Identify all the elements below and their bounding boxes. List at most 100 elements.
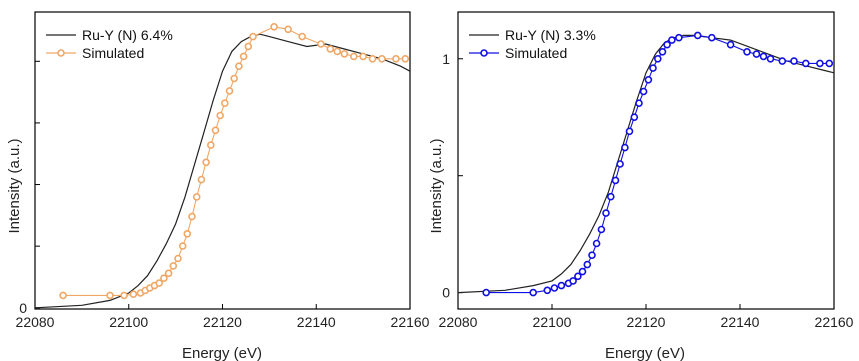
left-x-tick-label: 22080 <box>16 314 55 330</box>
right-data-point <box>759 52 768 61</box>
right-data-point <box>635 99 643 107</box>
right-data-point <box>653 54 662 63</box>
right-data-point <box>644 76 653 84</box>
right-x-tick-label: 22120 <box>627 314 666 330</box>
left-data-point <box>317 40 325 48</box>
right-data-point <box>766 54 775 63</box>
left-data-point <box>298 32 307 41</box>
left-data-point <box>174 254 182 263</box>
right-data-point <box>550 284 559 292</box>
right-legend-label-0: Ru-Y (N) 3.3% <box>505 27 596 43</box>
right-data-point <box>707 33 716 42</box>
left-data-point <box>378 54 386 63</box>
left-data-point <box>183 230 192 238</box>
left-data-point <box>155 279 163 287</box>
left-legend-marker-1 <box>57 49 65 57</box>
right-x-tick-label: 22100 <box>533 314 572 330</box>
right-data-point <box>611 176 620 185</box>
left-data-point <box>368 54 377 63</box>
left-x-tick-label: 22120 <box>203 314 242 330</box>
right-y-tick-label: 1 <box>442 51 450 67</box>
left-data-point <box>225 87 234 95</box>
right-data-point <box>675 33 683 42</box>
left-data-point <box>270 22 278 31</box>
left-data-point <box>120 291 128 300</box>
right-data-point <box>557 281 566 290</box>
left-data-point <box>239 52 248 61</box>
left-data-point <box>216 111 224 120</box>
left-series-line-0 <box>34 33 411 309</box>
left-data-point <box>401 54 410 63</box>
right-x-tick-label: 22160 <box>815 314 854 330</box>
left-x-tick-label: 22140 <box>297 314 336 330</box>
right-series-line-0 <box>457 34 835 294</box>
left-legend-label-0: Ru-Y (N) 6.4% <box>82 27 173 43</box>
right-data-point <box>529 288 538 297</box>
left-data-point <box>359 52 367 61</box>
right-data-point <box>583 260 592 269</box>
left-data-point <box>211 126 220 135</box>
right-data-point <box>569 277 577 285</box>
right-data-point <box>639 87 648 96</box>
right-data-point <box>752 50 761 58</box>
right-legend-label-1: Simulated <box>505 45 567 61</box>
left-data-point <box>340 50 349 58</box>
left-data-point <box>164 269 173 278</box>
left-data-point <box>178 242 187 250</box>
right-panel: Intensity (a.u.) Energy (eV) 22080 22100 2… <box>428 11 854 361</box>
right-data-point <box>825 59 834 68</box>
right-data-point <box>616 160 624 168</box>
right-data-point <box>574 272 582 281</box>
left-data-point <box>188 212 196 221</box>
right-data-point <box>606 192 615 201</box>
left-data-point <box>326 45 335 53</box>
left-data-point <box>284 25 292 34</box>
left-data-point <box>207 141 215 149</box>
right-data-point <box>578 267 587 276</box>
left-data-point <box>249 32 257 41</box>
left-legend-label-1: Simulated <box>82 45 144 61</box>
right-data-point <box>649 64 657 72</box>
left-y-axis-label: Intensity (a.u.) <box>6 138 23 233</box>
right-data-point <box>663 40 671 49</box>
left-x-axis-label: Energy (eV) <box>182 345 262 361</box>
right-data-point <box>816 59 824 68</box>
right-data-point <box>625 127 634 136</box>
right-data-point <box>790 57 798 65</box>
left-x-tick-label: 22100 <box>109 314 148 330</box>
left-data-point <box>244 42 253 51</box>
left-data-point <box>392 54 400 63</box>
right-data-point <box>778 57 787 65</box>
left-data-point <box>192 193 201 201</box>
right-x-tick-label: 22140 <box>721 314 760 330</box>
right-data-point <box>621 143 629 152</box>
left-data-point <box>160 274 168 283</box>
left-data-point <box>230 74 238 83</box>
left-panel: Intensity (a.u.) Energy (eV) 22080 22100 2… <box>6 11 430 361</box>
right-x-axis-label: Energy (eV) <box>605 345 685 361</box>
left-data-point <box>197 175 206 184</box>
right-data-point <box>743 47 751 56</box>
right-y-axis-label: Intensity (a.u.) <box>428 138 445 233</box>
left-data-point <box>129 290 138 299</box>
right-data-point <box>668 36 676 44</box>
right-data-point <box>801 59 810 68</box>
left-data-point <box>59 291 67 300</box>
left-data-point <box>333 47 342 56</box>
left-data-point <box>221 99 229 107</box>
left-x-tick-label: 22160 <box>391 314 430 330</box>
right-x-tick-label: 22080 <box>439 314 478 330</box>
right-data-point <box>597 225 606 234</box>
right-data-point <box>588 251 596 259</box>
right-y-tick-label: 0 <box>442 285 450 301</box>
right-data-point <box>602 209 610 217</box>
left-data-point <box>202 158 210 167</box>
right-data-point <box>543 286 552 295</box>
right-legend-marker-1 <box>480 49 488 57</box>
left-data-point <box>349 52 358 61</box>
right-data-point <box>658 47 667 56</box>
right-data-point <box>726 40 735 49</box>
left-data-point <box>169 262 178 270</box>
